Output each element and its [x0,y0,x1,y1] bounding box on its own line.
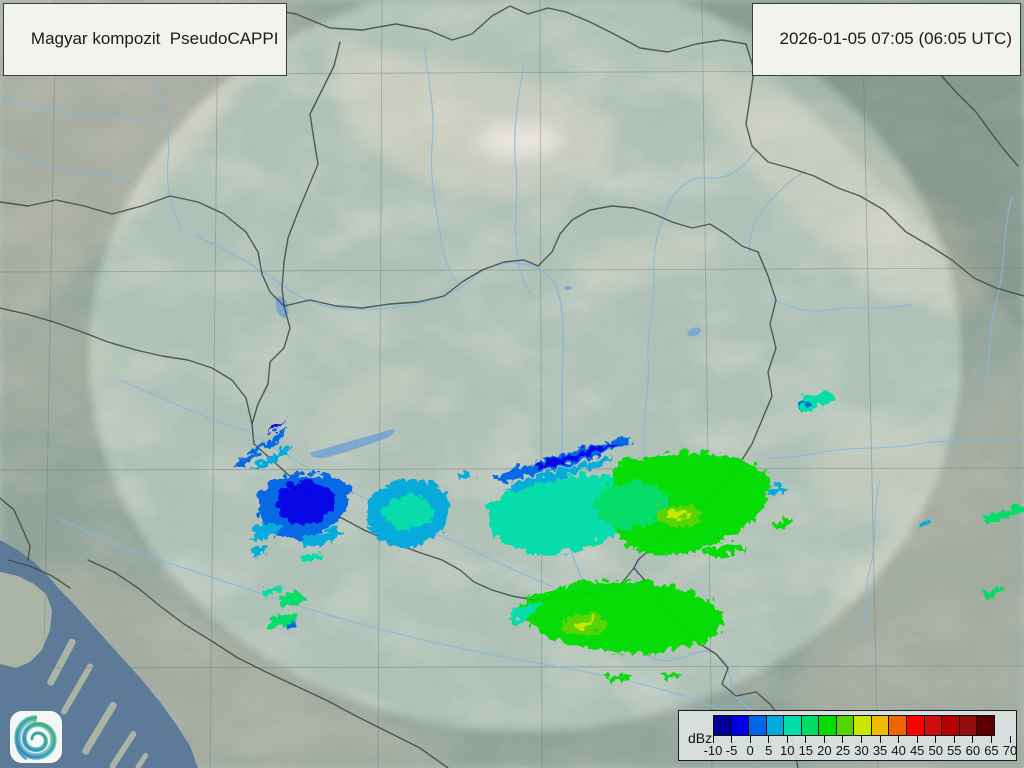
legend-cell [800,715,820,736]
product-label: Magyar kompozit PseudoCAPPI [30,29,279,48]
river-sava [51,515,725,713]
met-service-logo [10,711,62,763]
legend-cell [713,715,732,736]
product-label-box: Magyar kompozit PseudoCAPPI [3,3,288,76]
legend-cell [976,715,995,736]
legend-cell [923,715,943,736]
legend-cell [765,715,785,736]
legend-cell [730,715,750,736]
legend-cell [835,715,855,736]
legend-cell [783,715,802,736]
rivers [0,43,1024,768]
legend-color-scale [713,715,1013,736]
precipitation-overlay [228,389,1024,679]
spiral-logo-icon [14,715,57,760]
legend-cell [870,715,890,736]
istria-peninsula [0,572,52,668]
legend-cell [906,715,925,736]
timestamp-label: 2026-01-05 07:05 (06:05 UTC) [779,29,1012,48]
legend-cell [958,715,978,736]
timestamp-box: 2026-01-05 07:05 (06:05 UTC) [751,3,1021,76]
legend-unit-label: dBz [688,730,713,746]
river-tisza [624,149,757,651]
legend-cell [888,715,908,736]
legend-cell [818,715,837,736]
lake-balaton [310,429,395,458]
legend-tick-labels: -10 -5 0 5 10 15 20 25 30 35 40 45 50 55 60 65 70 [704,736,1017,760]
dbz-legend: dBz -10 -5 0 5 10 15 20 25 30 35 40 45 50 55 60 65 70 [678,710,1017,761]
legend-cell [853,715,872,736]
legend-cell [941,715,960,736]
legend-cell [748,715,767,736]
legend-scale: -10 -5 0 5 10 15 20 25 30 35 40 45 50 55 60 65 70 [704,715,1017,760]
lake-tisza [687,327,701,337]
